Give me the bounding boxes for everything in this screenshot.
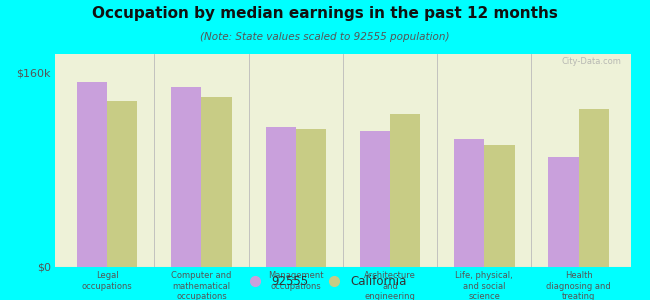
Bar	[484, 145, 515, 267]
Bar	[390, 114, 420, 267]
Bar	[171, 87, 202, 267]
Bar	[266, 127, 296, 267]
Bar	[107, 101, 137, 267]
Bar	[454, 139, 484, 267]
Bar	[202, 97, 231, 267]
Bar	[549, 158, 578, 267]
Bar	[296, 130, 326, 267]
Bar	[578, 109, 609, 267]
Legend: 92555, California: 92555, California	[238, 270, 412, 292]
Text: City-Data.com: City-Data.com	[562, 57, 622, 66]
Text: (Note: State values scaled to 92555 population): (Note: State values scaled to 92555 popu…	[200, 32, 450, 41]
Bar	[77, 82, 107, 267]
Bar	[360, 131, 390, 267]
Text: Occupation by median earnings in the past 12 months: Occupation by median earnings in the pas…	[92, 6, 558, 21]
